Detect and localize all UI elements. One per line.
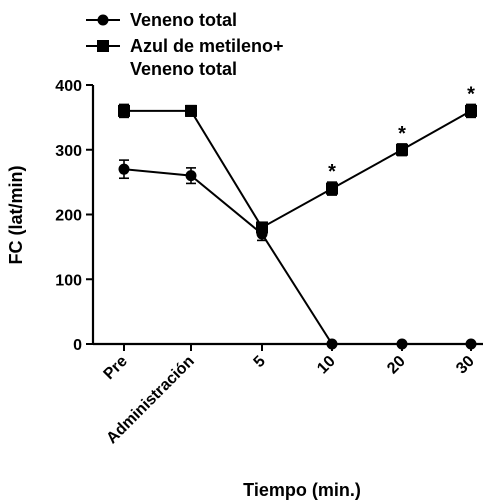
series-layer	[118, 103, 477, 350]
legend: Veneno total Azul de metileno+ Veneno tota…	[86, 10, 284, 79]
data-point	[465, 104, 477, 117]
x-tick-label: 10	[314, 353, 339, 378]
legend-label: Veneno total	[130, 10, 237, 30]
y-tick-label: 0	[73, 337, 82, 354]
data-point	[396, 143, 408, 156]
series-line	[124, 109, 472, 229]
data-point	[396, 338, 408, 350]
data-point	[118, 163, 130, 175]
series-1	[118, 159, 477, 350]
x-tick-label: 30	[453, 353, 478, 378]
x-tick-label: 20	[384, 353, 409, 378]
x-tick-label: Pre	[101, 353, 131, 383]
x-tick-label: 5	[251, 353, 269, 371]
y-tick-label: 300	[55, 143, 82, 160]
significance-marker: *	[328, 161, 336, 183]
y-axis-title: FC (lat/min)	[6, 166, 26, 265]
annotation-layer: * * *	[328, 83, 475, 183]
legend-label: Azul de metileno+	[130, 36, 284, 56]
legend-marker-circle	[97, 14, 109, 26]
series-2	[118, 103, 477, 234]
y-tick-label: 100	[55, 272, 82, 289]
data-point	[118, 104, 130, 117]
y-tick-label: 200	[55, 208, 82, 225]
significance-marker: *	[467, 83, 475, 105]
data-point	[185, 170, 197, 182]
legend-marker-square	[97, 40, 109, 52]
y-tick-label: 400	[55, 78, 82, 95]
series-line	[123, 168, 471, 345]
data-point	[256, 221, 268, 234]
legend-label: Veneno total	[130, 59, 237, 79]
data-point	[326, 338, 338, 350]
data-point	[326, 182, 338, 195]
data-point	[185, 104, 197, 117]
significance-marker: *	[398, 123, 406, 145]
x-axis-title: Tiempo (min.)	[243, 480, 361, 500]
data-point	[465, 338, 477, 350]
